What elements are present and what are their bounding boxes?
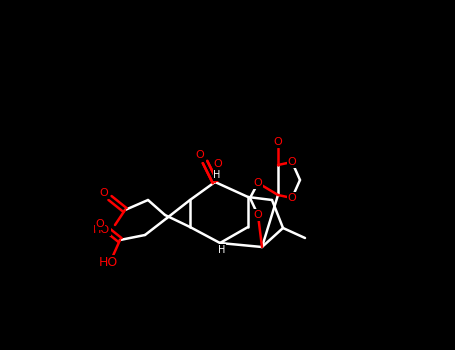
Text: O: O	[253, 210, 263, 220]
Text: O: O	[196, 150, 204, 160]
Text: O: O	[253, 178, 263, 188]
Text: O: O	[214, 159, 222, 169]
Text: O: O	[96, 219, 104, 229]
Text: HO: HO	[98, 256, 118, 268]
Text: O: O	[288, 157, 296, 167]
Text: O: O	[288, 193, 296, 203]
Text: H: H	[218, 245, 226, 255]
Text: O: O	[273, 137, 283, 147]
Text: H: H	[213, 170, 221, 180]
Text: HO: HO	[93, 225, 110, 235]
Text: O: O	[196, 151, 204, 161]
Text: O: O	[100, 188, 108, 198]
